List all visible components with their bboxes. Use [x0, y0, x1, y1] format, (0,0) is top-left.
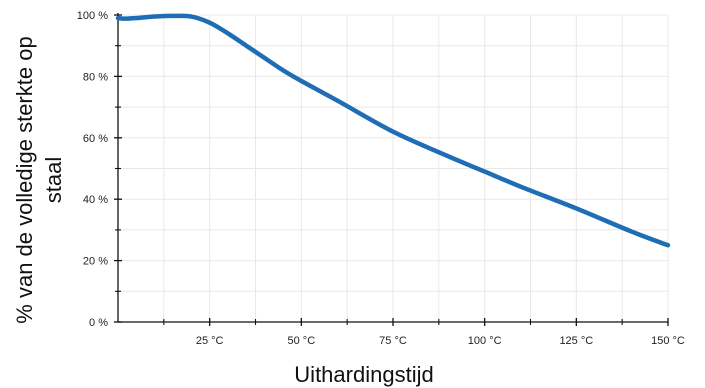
y-tick-label: 20 %: [83, 256, 108, 268]
x-tick-label: 100 °C: [468, 335, 502, 347]
series-line: [115, 13, 671, 248]
tick-labels: 0 % 20 % 40 % 60 % 80 % 100 % 25 °C 50 °C 75 °C 1…: [77, 10, 685, 347]
y-axis-title: % van de volledige sterkte op: [12, 36, 37, 323]
y-tick-label: 0 %: [89, 317, 108, 329]
y-tick-label: 40 %: [83, 194, 108, 206]
series-layer: [115, 13, 671, 248]
y-tick-label: 100 %: [77, 10, 108, 22]
grid: [118, 14, 669, 322]
x-tick-label: 25 °C: [196, 335, 224, 347]
x-axis-title: Uithardingstijd: [294, 362, 433, 387]
x-tick-label: 125 °C: [559, 335, 593, 347]
x-tick-label: 150 °C: [651, 335, 685, 347]
x-tick-label: 75 °C: [379, 335, 407, 347]
y-axis-title-line2: staal: [41, 157, 66, 203]
axes: [114, 13, 669, 326]
y-tick-label: 80 %: [83, 71, 108, 83]
y-tick-label: 60 %: [83, 133, 108, 145]
x-tick-label: 50 °C: [288, 335, 316, 347]
